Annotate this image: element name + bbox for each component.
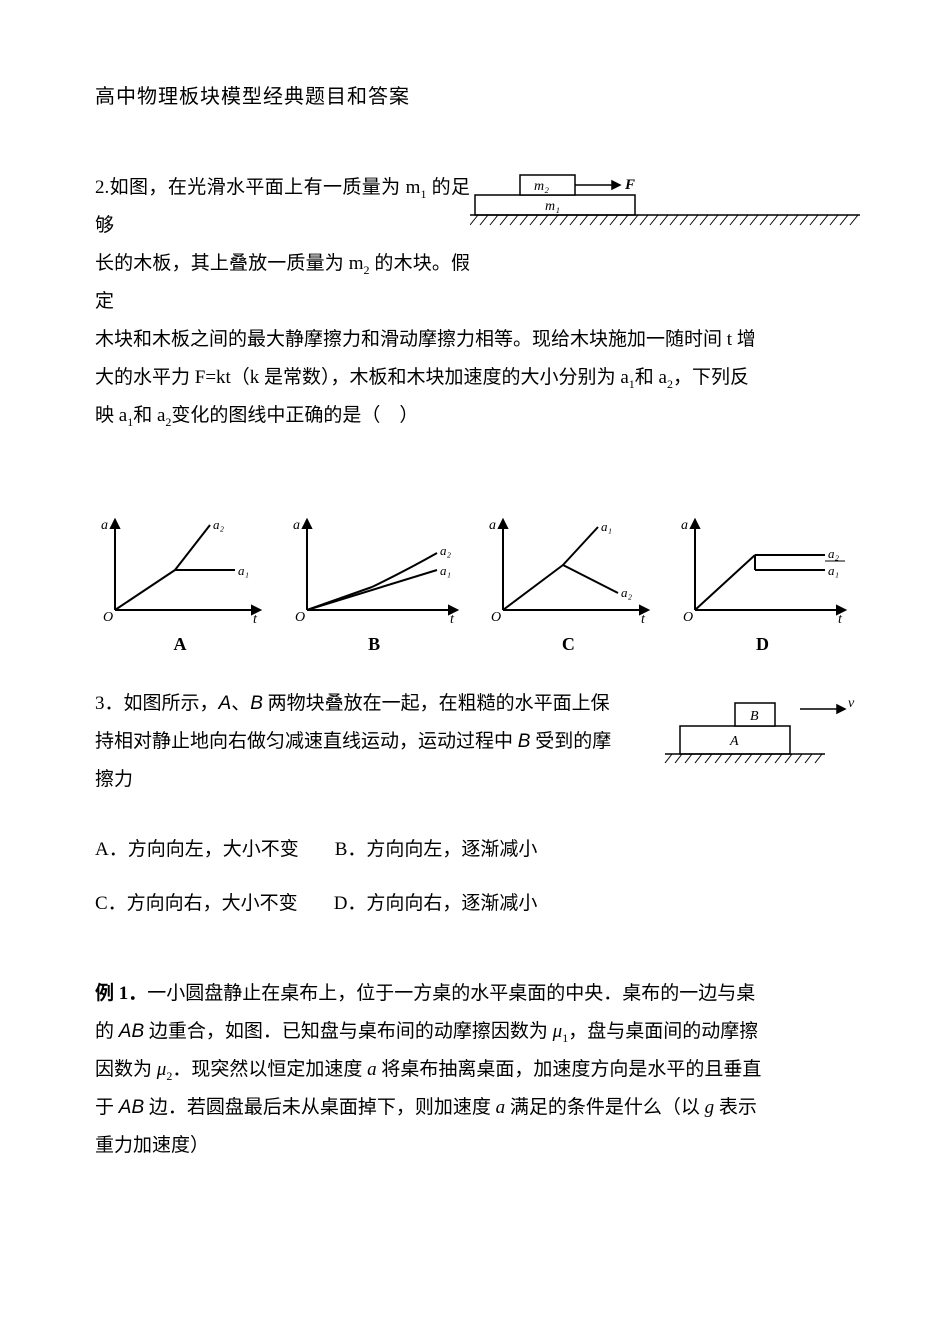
axis-a: a: [489, 518, 496, 533]
chart-A: a t O a₂ a₁ A: [95, 515, 265, 655]
chart-label-C: C: [483, 634, 653, 655]
axis-t: t: [450, 612, 455, 625]
label-a2: a₂: [213, 517, 225, 532]
page-title: 高中物理板块模型经典题目和答案: [95, 80, 850, 109]
ex1-line1: 例 1．一小圆盘静止在桌布上，位于一方桌的水平桌面的中央．桌布的一边与桌: [95, 975, 850, 1013]
q2-line5: 映 a1和 a2变化的图线中正确的是（ ）: [95, 397, 850, 435]
ex1-line3: 因数为 μ2．现突然以恒定加速度 a 将桌布抽离桌面，加速度方向是水平的且垂直: [95, 1051, 850, 1089]
option-D: D．方向向右，逐渐减小: [334, 883, 538, 925]
F-label: F: [624, 177, 635, 193]
option-C: C．方向向右，大小不变: [95, 883, 298, 925]
ex1-line5: 重力加速度）: [95, 1127, 850, 1165]
ex1-line2: 的 AB 边重合，如图．已知盘与桌布间的动摩擦因数为 μ1，盘与桌面间的动摩擦: [95, 1013, 850, 1051]
q2-line4: 大的水平力 F=kt（k 是常数），木板和木块加速度的大小分别为 a1和 a2，…: [95, 359, 850, 397]
B-label: B: [750, 709, 759, 724]
axis-a: a: [681, 518, 688, 533]
axis-t: t: [838, 612, 843, 625]
q2-line3: 木块和木板之间的最大静摩擦力和滑动摩擦力相等。现给木块施加一随时间 t 增: [95, 321, 850, 359]
ex1-line4: 于 AB 边．若圆盘最后未从桌面掉下，则加速度 a 满足的条件是什么（以 g 表…: [95, 1089, 850, 1127]
A-label: A: [729, 734, 739, 749]
option-B: B．方向向左，逐渐减小: [335, 829, 538, 871]
origin: O: [295, 610, 305, 625]
q3-block-diagram: B A v: [660, 691, 860, 776]
label-a1: a₁: [440, 563, 451, 578]
chart-label-B: B: [287, 634, 462, 655]
m2-label: m₂: [534, 179, 549, 194]
axis-t: t: [253, 612, 258, 625]
label-a2: a₂: [621, 585, 633, 600]
axis-a: a: [101, 518, 108, 533]
label-a1: a₁: [238, 563, 249, 578]
charts-row: a t O a₂ a₁ A a t: [95, 515, 850, 655]
label-a2: a₂: [828, 546, 840, 561]
example-1: 例 1．一小圆盘静止在桌布上，位于一方桌的水平桌面的中央．桌布的一边与桌 的 A…: [95, 975, 850, 1165]
question-2: m₂ F m₁ 2.如图，在光滑水平面上有一质量为 m1 的足够 长的木板，其上…: [95, 169, 850, 435]
chart-B: a t O a₂ a₁ B: [287, 515, 462, 655]
label-a2: a₂: [440, 543, 452, 558]
option-A: A．方向向左，大小不变: [95, 829, 299, 871]
chart-D: a t O a₂ a₁ D: [675, 515, 850, 655]
label-a1: a₁: [601, 519, 612, 534]
m1-label: m₁: [545, 199, 560, 214]
origin: O: [103, 610, 113, 625]
origin: O: [683, 610, 693, 625]
question-3: B A v 3．如图所示，A、B 两物块叠放在一起，在粗糙的水平面上保 持相对静…: [95, 685, 850, 925]
axis-t: t: [641, 612, 646, 625]
origin: O: [491, 610, 501, 625]
q2-block-diagram: m₂ F m₁: [470, 169, 860, 229]
label-a1: a₁: [828, 563, 839, 578]
chart-C: a t O a₁ a₂ C: [483, 515, 653, 655]
chart-label-D: D: [675, 634, 850, 655]
v-label: v: [848, 696, 855, 711]
axis-a: a: [293, 518, 300, 533]
q2-line2: 长的木板，其上叠放一质量为 m2 的木块。假定: [95, 245, 850, 321]
q3-options: A．方向向左，大小不变 B．方向向左，逐渐减小 C．方向向右，大小不变 D．方向…: [95, 829, 850, 925]
chart-label-A: A: [95, 634, 265, 655]
